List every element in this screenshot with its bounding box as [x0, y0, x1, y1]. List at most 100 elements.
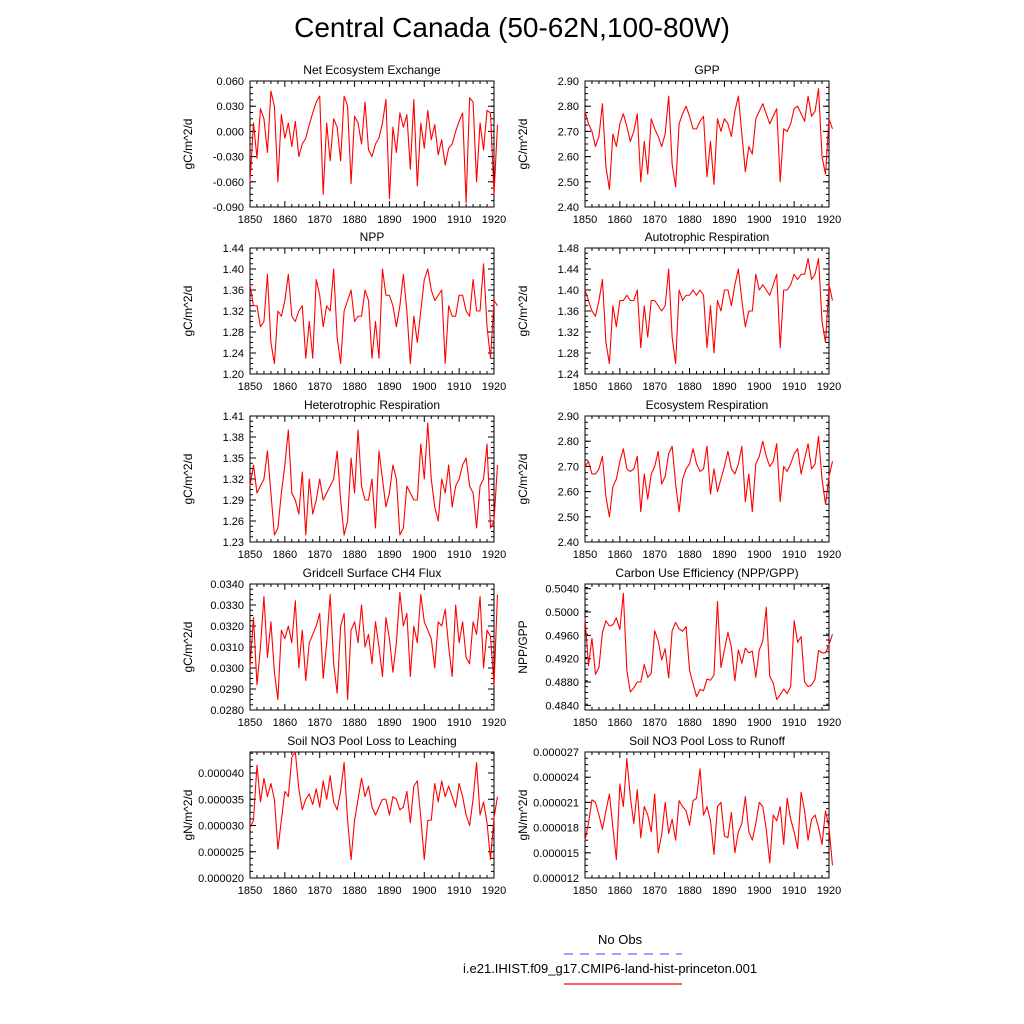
y-axis-label: gC/m^2/d [516, 286, 530, 337]
y-tick-label: 2.40 [558, 202, 579, 214]
chart-panel: Carbon Use Efficiency (NPP/GPP) 1850 1860 1… [516, 566, 841, 729]
y-tick-label: 0.0310 [210, 642, 244, 654]
y-axis-label: gN/m^2/d [181, 790, 195, 841]
x-tick-label: 1870 [642, 717, 666, 729]
x-tick-label: 1920 [817, 885, 841, 897]
chart-title: Ecosystem Respiration [646, 398, 769, 412]
series-line [584, 88, 834, 190]
chart-panel: Gridcell Surface CH4 Flux 1850 1860 1870 188… [181, 566, 506, 729]
x-tick-label: 1920 [482, 381, 506, 393]
x-tick-label: 1860 [608, 381, 632, 393]
chart-title: Carbon Use Efficiency (NPP/GPP) [615, 566, 798, 580]
y-axis-label: gC/m^2/d [516, 454, 530, 505]
y-tick-label: -0.060 [213, 177, 244, 189]
x-tick-label: 1880 [342, 717, 366, 729]
y-tick-label: 1.32 [558, 327, 579, 339]
x-tick-label: 1880 [677, 549, 701, 561]
x-tick-label: 1860 [608, 717, 632, 729]
plot-frame [584, 751, 830, 879]
x-tick-label: 1870 [642, 214, 666, 226]
x-tick-label: 1900 [747, 549, 771, 561]
x-tick-label: 1910 [782, 549, 806, 561]
x-tick-label: 1850 [573, 885, 597, 897]
x-tick-label: 1890 [377, 717, 401, 729]
x-tick-label: 1920 [817, 717, 841, 729]
y-tick-label: 1.44 [223, 243, 244, 255]
y-tick-label: 0.5040 [545, 584, 579, 596]
y-tick-label: 0.0280 [210, 705, 244, 717]
y-tick-label: 2.70 [558, 126, 579, 138]
y-axis-label: gC/m^2/d [181, 119, 195, 170]
y-axis-label: gC/m^2/d [181, 622, 195, 673]
y-tick-label: 2.80 [558, 436, 579, 448]
y-tick-label: 0.000027 [533, 747, 579, 759]
x-tick-label: 1910 [782, 885, 806, 897]
y-axis-label: gC/m^2/d [516, 119, 530, 170]
x-tick-label: 1850 [238, 214, 262, 226]
plot-frame [249, 751, 495, 879]
x-tick-label: 1890 [377, 381, 401, 393]
x-tick-label: 1870 [642, 549, 666, 561]
y-tick-label: 2.90 [558, 411, 579, 423]
x-tick-label: 1910 [447, 381, 471, 393]
chart-title: Net Ecosystem Exchange [303, 63, 441, 77]
y-tick-label: 1.28 [558, 348, 579, 360]
x-tick-label: 1850 [573, 214, 597, 226]
y-tick-label: 0.000030 [198, 821, 244, 833]
x-tick-label: 1860 [273, 214, 297, 226]
plot-frame [584, 415, 830, 543]
y-tick-label: 0.000025 [198, 847, 244, 859]
chart-title: Soil NO3 Pool Loss to Leaching [287, 734, 456, 748]
y-tick-label: 1.32 [223, 474, 244, 486]
chart-title: Soil NO3 Pool Loss to Runoff [629, 734, 786, 748]
x-tick-label: 1850 [573, 381, 597, 393]
x-tick-label: 1910 [447, 549, 471, 561]
x-tick-label: 1920 [482, 717, 506, 729]
x-tick-label: 1850 [238, 381, 262, 393]
y-tick-label: 0.000 [216, 126, 244, 138]
plot-frame [584, 583, 830, 711]
y-tick-label: 0.0320 [210, 621, 244, 633]
x-tick-label: 1850 [238, 885, 262, 897]
chart-title: Gridcell Surface CH4 Flux [303, 566, 442, 580]
y-tick-label: 0.4880 [545, 677, 579, 689]
series-line [249, 751, 499, 861]
x-tick-label: 1870 [642, 885, 666, 897]
chart-panel: GPP 1850 1860 1870 1880 1890 1900 1910 1920 2.40 2… [516, 63, 841, 226]
x-tick-label: 1880 [677, 717, 701, 729]
plot-frame [584, 80, 830, 208]
y-tick-label: 0.4960 [545, 630, 579, 642]
series-line [249, 591, 499, 701]
x-tick-label: 1890 [712, 717, 736, 729]
y-tick-label: 2.60 [558, 152, 579, 164]
x-tick-label: 1880 [342, 549, 366, 561]
x-tick-label: 1850 [573, 717, 597, 729]
y-tick-label: 0.000018 [533, 823, 579, 835]
y-tick-label: 1.38 [223, 432, 244, 444]
x-tick-label: 1890 [377, 214, 401, 226]
y-tick-label: 1.23 [223, 537, 244, 549]
x-tick-label: 1880 [342, 381, 366, 393]
y-tick-label: 0.000012 [533, 873, 579, 885]
y-tick-label: 0.000021 [533, 797, 579, 809]
y-tick-label: 1.24 [223, 348, 244, 360]
legend-obs-label: No Obs [598, 932, 643, 947]
legend-model-label: i.e21.IHIST.f09_g17.CMIP6-land-hist-prin… [463, 961, 758, 976]
y-tick-label: 1.44 [558, 264, 579, 276]
x-tick-label: 1890 [712, 885, 736, 897]
x-tick-label: 1870 [307, 381, 331, 393]
x-tick-label: 1870 [307, 549, 331, 561]
plot-frame [249, 583, 495, 711]
x-tick-label: 1900 [412, 549, 436, 561]
x-tick-label: 1880 [677, 381, 701, 393]
series-line [249, 90, 499, 204]
x-tick-label: 1920 [817, 214, 841, 226]
chart-panel: NPP 1850 1860 1870 1880 1890 1900 1910 1920 1.20 1… [181, 230, 506, 393]
chart-title: Autotrophic Respiration [645, 230, 770, 244]
x-tick-label: 1910 [447, 885, 471, 897]
y-tick-label: 0.000035 [198, 794, 244, 806]
x-tick-label: 1910 [782, 381, 806, 393]
x-tick-label: 1900 [412, 717, 436, 729]
x-tick-label: 1890 [712, 214, 736, 226]
